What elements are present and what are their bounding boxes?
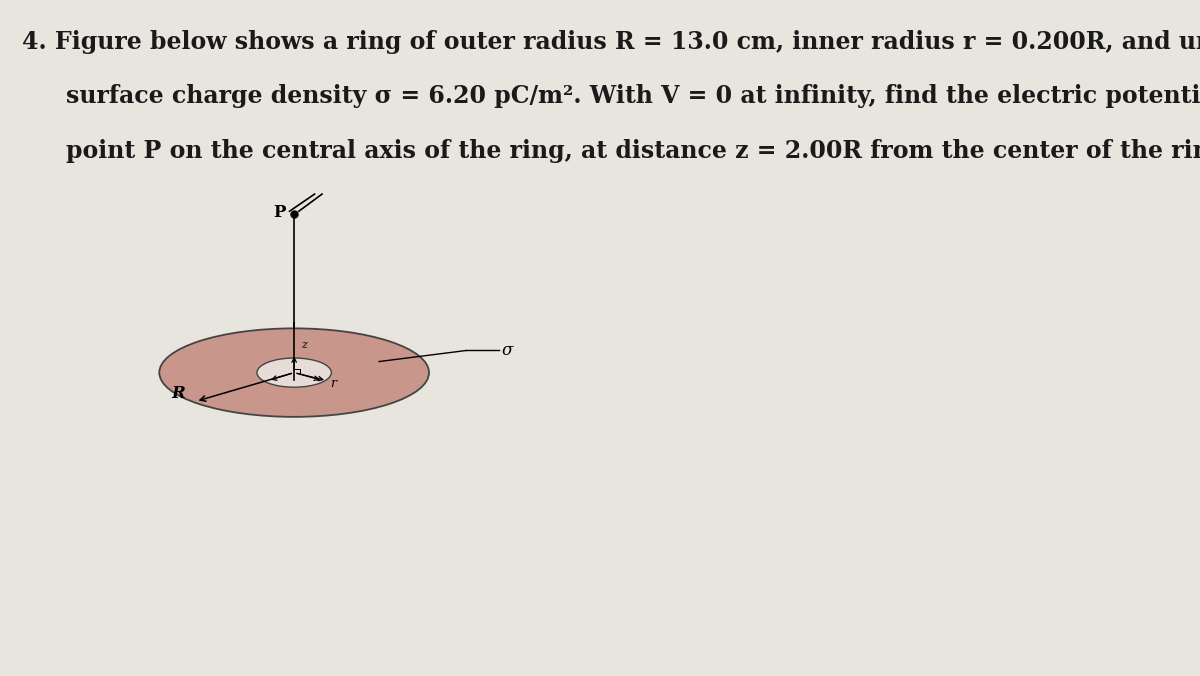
Text: P: P	[274, 204, 286, 221]
Text: σ: σ	[502, 342, 512, 359]
Ellipse shape	[160, 329, 430, 417]
Text: r: r	[331, 377, 337, 391]
Text: R: R	[172, 385, 186, 402]
Text: point P on the central axis of the ring, at distance z = 2.00R from the center o: point P on the central axis of the ring,…	[66, 139, 1200, 163]
Text: 4. Figure below shows a ring of outer radius R = 13.0 cm, inner radius r = 0.200: 4. Figure below shows a ring of outer ra…	[22, 30, 1200, 55]
Text: z: z	[301, 340, 307, 350]
Text: surface charge density σ = 6.20 pC/m². With V = 0 at infinity, find the electric: surface charge density σ = 6.20 pC/m². W…	[66, 84, 1200, 109]
Ellipse shape	[257, 358, 331, 387]
